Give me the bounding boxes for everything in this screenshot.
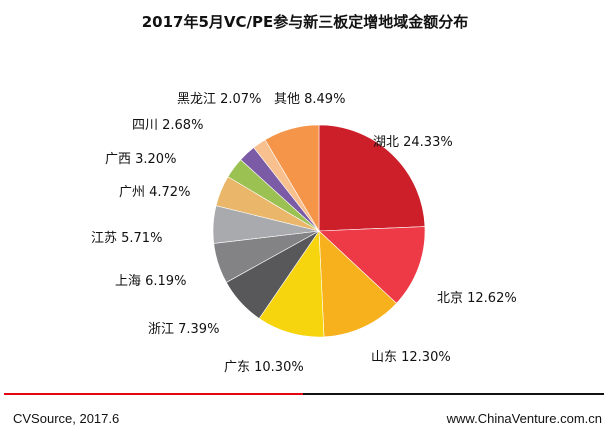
data-label-7: 广州 4.72% [119, 185, 191, 200]
data-label-1: 北京 12.62% [437, 291, 517, 306]
data-label-6: 江苏 5.71% [91, 231, 163, 246]
website-link[interactable]: www.ChinaVenture.com.cn [446, 411, 602, 426]
data-label-8: 广西 3.20% [105, 152, 177, 167]
divider-red [4, 393, 303, 395]
chart-title: 2017年5月VC/PE参与新三板定增地域金额分布 [141, 13, 469, 31]
source-note: CVSource, 2017.6 [13, 411, 120, 426]
data-label-2: 山东 12.30% [371, 350, 451, 365]
data-label-5: 上海 6.19% [115, 274, 187, 289]
pie-slice-0 [318, 124, 426, 232]
data-label-3: 广东 10.30% [224, 360, 304, 375]
data-label-4: 浙江 7.39% [148, 322, 220, 337]
pie-slice-1 [318, 226, 426, 304]
divider-black [303, 393, 604, 395]
data-label-9: 四川 2.68% [132, 118, 204, 133]
pie-slice-11 [264, 124, 320, 233]
pie-slice-2 [318, 230, 397, 338]
data-label-10: 黑龙江 2.07% [177, 92, 262, 107]
data-label-0: 湖北 24.33% [373, 135, 453, 150]
data-label-11: 其他 8.49% [274, 92, 346, 107]
